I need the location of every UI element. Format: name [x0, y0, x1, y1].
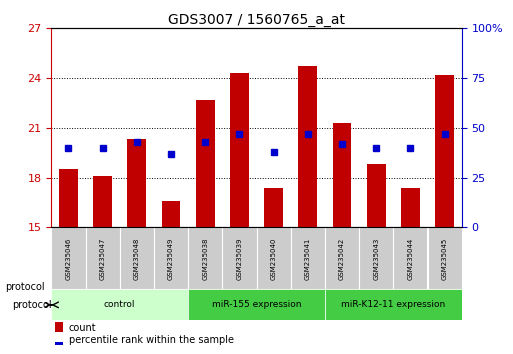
Text: GSM235044: GSM235044	[407, 237, 413, 280]
Bar	[359, 227, 393, 290]
Bar	[162, 201, 181, 227]
Bar	[291, 227, 325, 290]
Text: GSM235049: GSM235049	[168, 237, 174, 280]
Bar	[401, 188, 420, 227]
Bar	[59, 169, 78, 227]
Bar	[332, 123, 351, 227]
Bar	[427, 227, 462, 290]
Text: GSM235043: GSM235043	[373, 237, 379, 280]
Bar	[188, 290, 325, 320]
Bar	[435, 75, 454, 227]
Text: GSM235046: GSM235046	[65, 237, 71, 280]
Text: protocol: protocol	[5, 282, 45, 292]
Text: miR-155 expression: miR-155 expression	[212, 301, 301, 309]
Text: GSM235048: GSM235048	[134, 237, 140, 280]
Bar	[299, 67, 317, 227]
Bar	[325, 227, 359, 290]
Bar	[188, 227, 222, 290]
Text: percentile rank within the sample: percentile rank within the sample	[69, 335, 234, 345]
Text: GSM235041: GSM235041	[305, 237, 311, 280]
Title: GDS3007 / 1560765_a_at: GDS3007 / 1560765_a_at	[168, 13, 345, 27]
Bar	[86, 227, 120, 290]
Bar	[196, 100, 214, 227]
Text: protocol: protocol	[12, 300, 51, 310]
Bar	[256, 227, 291, 290]
Text: control: control	[104, 301, 135, 309]
Text: GSM235039: GSM235039	[236, 237, 243, 280]
Bar	[55, 342, 63, 345]
Bar	[264, 188, 283, 227]
Text: miR-K12-11 expression: miR-K12-11 expression	[341, 301, 445, 309]
Text: GSM235045: GSM235045	[442, 237, 448, 280]
Bar	[325, 290, 462, 320]
Text: GSM235042: GSM235042	[339, 237, 345, 280]
Text: GSM235047: GSM235047	[100, 237, 106, 280]
Bar	[230, 73, 249, 227]
Bar	[93, 176, 112, 227]
Bar	[51, 290, 188, 320]
Bar	[55, 322, 63, 332]
Bar	[222, 227, 256, 290]
Text: GSM235040: GSM235040	[270, 237, 277, 280]
Bar	[367, 164, 386, 227]
Text: GSM235038: GSM235038	[202, 237, 208, 280]
Bar	[154, 227, 188, 290]
Bar	[393, 227, 427, 290]
Bar	[120, 227, 154, 290]
Bar	[127, 139, 146, 227]
Text: count: count	[69, 323, 96, 333]
Bar	[51, 227, 86, 290]
